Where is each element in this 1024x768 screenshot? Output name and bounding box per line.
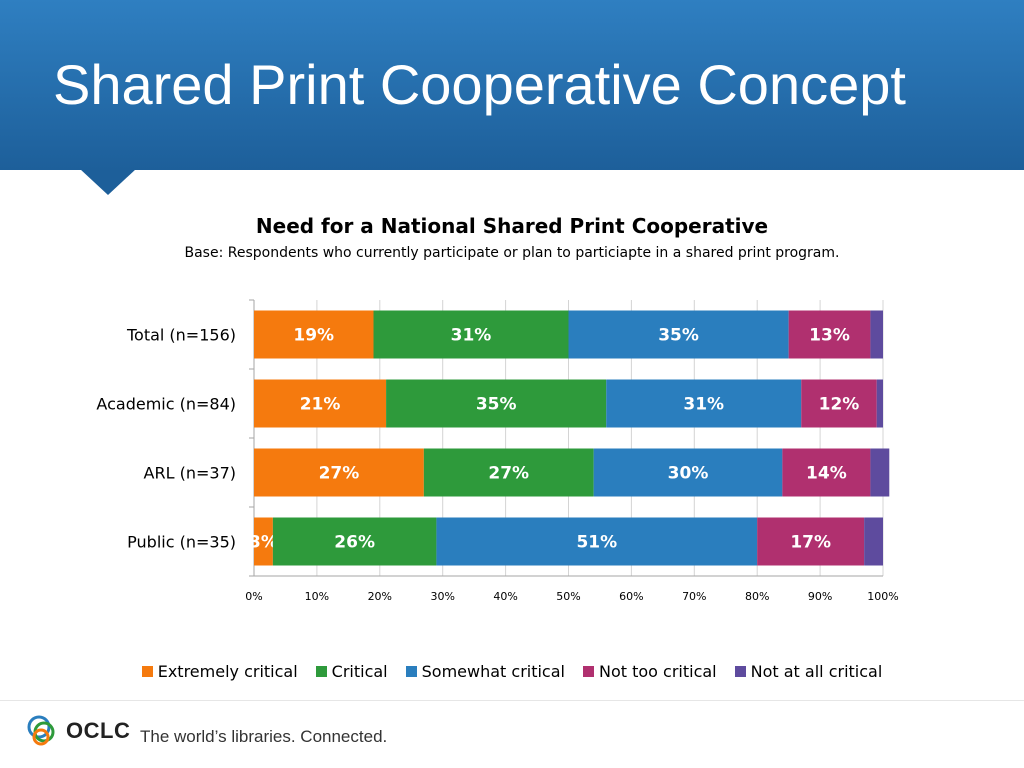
legend-swatch	[582, 666, 594, 677]
x-tick-label: 10%	[305, 590, 329, 603]
data-label: 17%	[790, 533, 831, 553]
legend-label: Not at all critical	[750, 662, 883, 681]
legend-item: Critical	[315, 662, 388, 681]
data-label: 19%	[293, 326, 334, 346]
oclc-logo: OCLC	[26, 714, 130, 748]
category-label: Public (n=35)	[127, 533, 236, 552]
bar-segment	[870, 310, 883, 359]
category-label: ARL (n=37)	[144, 464, 236, 483]
x-tick-label: 70%	[682, 590, 706, 603]
x-tick-label: 40%	[493, 590, 517, 603]
bar-segment	[876, 379, 883, 428]
data-label: 27%	[488, 464, 529, 484]
footer-divider	[0, 700, 1024, 701]
tagline: The world’s libraries. Connected.	[140, 727, 388, 746]
bar-segment	[788, 310, 871, 359]
banner-notch	[80, 169, 136, 195]
bar-segment	[423, 448, 594, 497]
x-tick-label: 0%	[245, 590, 262, 603]
legend-swatch	[315, 666, 327, 677]
data-label: 31%	[683, 395, 724, 415]
bar-segment	[864, 517, 883, 566]
x-tick-label: 80%	[745, 590, 769, 603]
bar-segment	[254, 379, 387, 428]
oclc-rings-icon	[27, 715, 55, 746]
bar-segment	[568, 310, 789, 359]
bar-segment	[254, 517, 273, 566]
data-label: 14%	[806, 464, 847, 484]
legend-label: Not too critical	[598, 662, 717, 681]
bar-segment	[254, 448, 424, 497]
legend-label: Critical	[331, 662, 388, 681]
data-label: 30%	[668, 464, 709, 484]
bar-segment	[436, 517, 758, 566]
data-label: 35%	[658, 326, 699, 346]
legend-label: Somewhat critical	[421, 662, 565, 681]
bar-segment	[606, 379, 802, 428]
category-label: Total (n=156)	[126, 326, 236, 345]
category-label: Academic (n=84)	[96, 395, 236, 414]
bar-segment	[272, 517, 437, 566]
logo-wordmark: OCLC	[66, 718, 131, 743]
x-tick-label: 50%	[556, 590, 580, 603]
bar-segment	[593, 448, 783, 497]
legend-swatch	[734, 666, 746, 677]
x-tick-label: 90%	[808, 590, 832, 603]
data-label: 21%	[300, 395, 341, 415]
bar-segment	[373, 310, 569, 359]
stacked-bar-chart: 0% 10% 20% 30% 40% 50% 60% 70% 80% 90% 100% Total (…	[96, 299, 899, 603]
data-label: 51%	[576, 533, 617, 553]
chart-title: Need for a National Shared Print Coopera…	[255, 214, 769, 238]
bar-segment	[254, 310, 374, 359]
slide-title: Shared Print Cooperative Concept	[53, 53, 906, 116]
data-label: 12%	[819, 395, 860, 415]
x-tick-label: 100%	[867, 590, 898, 603]
bar-segment	[801, 379, 877, 428]
legend-item: Extremely critical	[141, 662, 298, 681]
data-label: 3%	[249, 533, 278, 553]
legend-swatch	[405, 666, 417, 677]
x-tick-label: 20%	[368, 590, 392, 603]
data-label: 31%	[451, 326, 492, 346]
x-tick-label: 30%	[430, 590, 454, 603]
bar-segment	[757, 517, 865, 566]
bar-segment	[386, 379, 607, 428]
legend-swatch	[141, 666, 153, 677]
legend-item: Not at all critical	[734, 662, 883, 681]
legend-label: Extremely critical	[157, 662, 298, 681]
legend-item: Somewhat critical	[405, 662, 565, 681]
chart-subtitle: Base: Respondents who currently particip…	[184, 245, 840, 261]
data-label: 35%	[476, 395, 517, 415]
title-banner	[0, 0, 1024, 170]
bar-segment	[870, 448, 890, 497]
data-label: 26%	[334, 533, 375, 553]
data-label: 27%	[319, 464, 360, 484]
x-tick-label: 60%	[619, 590, 643, 603]
legend-item: Not too critical	[582, 662, 717, 681]
bar-segment	[782, 448, 871, 497]
data-label: 13%	[809, 326, 850, 346]
chart-legend: Extremely critical Critical Somewhat criti…	[0, 662, 1024, 681]
